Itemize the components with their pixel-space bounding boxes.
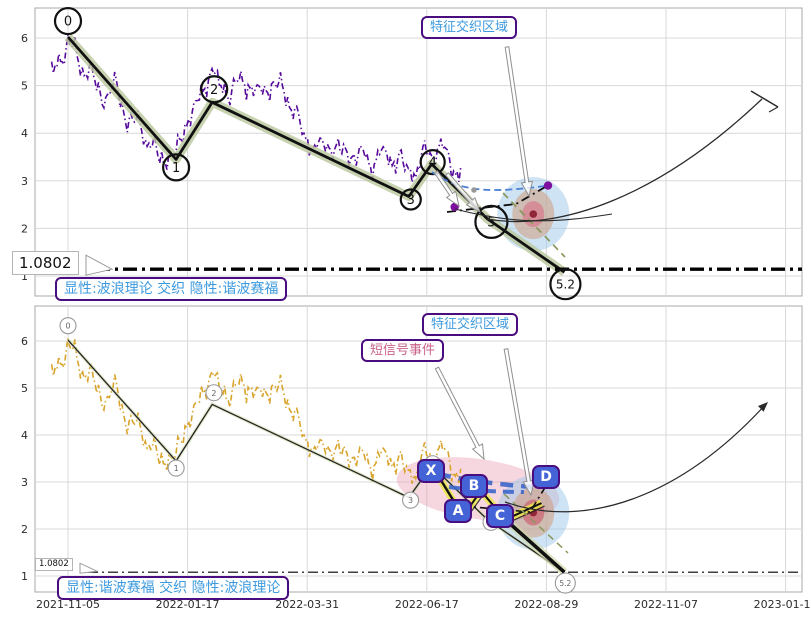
price-line-top: [50, 35, 462, 183]
y-tick-label-top: 4: [21, 127, 28, 140]
y-tick-label-top: 6: [21, 32, 28, 45]
ref-price-label-bottom: 1.0802: [35, 558, 73, 571]
wave-node-circle-top: [419, 149, 446, 176]
callout-arrow-small-1-top: [433, 170, 460, 208]
y-tick-label-top: 3: [21, 175, 28, 188]
wave-node-circle-top: [53, 6, 83, 36]
wave-node-label-bottom: 1: [174, 464, 179, 473]
y-tick-label-top: 1: [21, 270, 28, 283]
callout-arrow-region-bottom: [503, 348, 535, 497]
price-line-bottom: [50, 338, 462, 484]
wave-node-circle-bottom: [167, 459, 185, 477]
wave-node-label-bottom: 2: [211, 389, 216, 398]
wave-node-circle-bottom: [554, 572, 576, 594]
projection-curve-top: [486, 98, 763, 223]
x-tick-label: 2022-03-31: [275, 598, 339, 611]
wave-node-label-top: 5: [487, 215, 495, 230]
pattern-point-c-badge: C: [486, 504, 514, 528]
y-tick-label-top: 5: [21, 80, 28, 93]
green-dash-top: [502, 192, 566, 258]
wave-node-circle-top: [162, 153, 191, 182]
callout-arrow-region-top: [504, 46, 534, 198]
green-dash-bottom: [503, 493, 569, 554]
legend-top: 显性:波浪理论 交织 隐性:谐波赛福: [55, 277, 288, 301]
signal-blue-dash-2: [448, 485, 525, 494]
wave-node-circle-top: [399, 188, 422, 211]
feature-overlap-label-bottom: 特征交织区域: [422, 313, 519, 336]
x-tick-label: 2023-01-16: [754, 598, 811, 611]
y-tick-label-bottom: 6: [21, 335, 28, 348]
x-tick-label: 2022-01-17: [156, 598, 220, 611]
feature-overlap-label-top: 特征交织区域: [421, 16, 518, 39]
wave-node-label-top: 5.2: [556, 278, 575, 292]
completion-line: [504, 518, 566, 574]
projection-cap-hook-top: [768, 106, 779, 113]
projection-cap-top: [750, 90, 779, 108]
gray-marker-top: [471, 187, 477, 193]
pattern-point-b-badge: B: [460, 474, 488, 498]
wave-node-label-top: 2: [210, 83, 218, 98]
y-tick-label-bottom: 4: [21, 429, 28, 442]
ref-price-label-top: 1.0802: [12, 251, 79, 275]
pattern-point-x-badge: X: [417, 459, 445, 483]
wave-node-circle-top: [549, 268, 582, 301]
pattern-point-a-badge: A: [444, 499, 472, 523]
forecast-dashdot-top: [446, 185, 548, 213]
short-signal-event-label: 短信号事件: [361, 339, 445, 362]
callout-arrow-event-bottom: [434, 366, 485, 461]
wave-node-circle-bottom: [59, 317, 77, 335]
purple-forecast-dot: [543, 181, 553, 190]
y-tick-label-bottom: 2: [21, 523, 28, 536]
wave-node-label-top: 0: [64, 15, 72, 30]
x-tick-label: 2022-11-07: [634, 598, 698, 611]
projection-arrowhead-bottom: [758, 402, 768, 412]
x-tick-label: 2021-11-05: [36, 598, 100, 611]
wave-node-circle-top: [200, 75, 229, 104]
y-tick-label-bottom: 1: [21, 570, 28, 583]
wave-node-label-top: 3: [407, 193, 415, 208]
y-tick-label-bottom: 5: [21, 382, 28, 395]
forecast-dashdot-bottom: [461, 480, 550, 513]
projection-curve-bottom: [504, 403, 767, 513]
x-tick-label: 2022-08-29: [514, 598, 578, 611]
wave-node-label-bottom: 3: [408, 496, 413, 505]
callout-arrow-small-2-top: [444, 172, 481, 214]
x-tick-label: 2022-06-17: [395, 598, 459, 611]
panel-top-frame: [34, 7, 803, 297]
wave-node-circle-bottom: [205, 384, 223, 402]
ref-arrow-top: [85, 254, 114, 276]
wave-node-circle-bottom: [402, 491, 420, 509]
wave-node-label-top: 1: [172, 161, 180, 176]
wave-node-label-bottom: 5.2: [559, 579, 571, 588]
y-tick-label-bottom: 3: [21, 476, 28, 489]
forecast-target-top-center-dot: [529, 210, 538, 218]
y-tick-label-top: 2: [21, 222, 28, 235]
pattern-point-d-badge: D: [532, 465, 560, 489]
wave-node-label-top: 4: [429, 156, 437, 171]
wave-node-label-bottom: 0: [65, 322, 70, 331]
legend-bottom: 显性:谐波赛福 交织 隐性:波浪理论: [57, 576, 290, 600]
ref-arrow-bottom: [79, 562, 99, 574]
